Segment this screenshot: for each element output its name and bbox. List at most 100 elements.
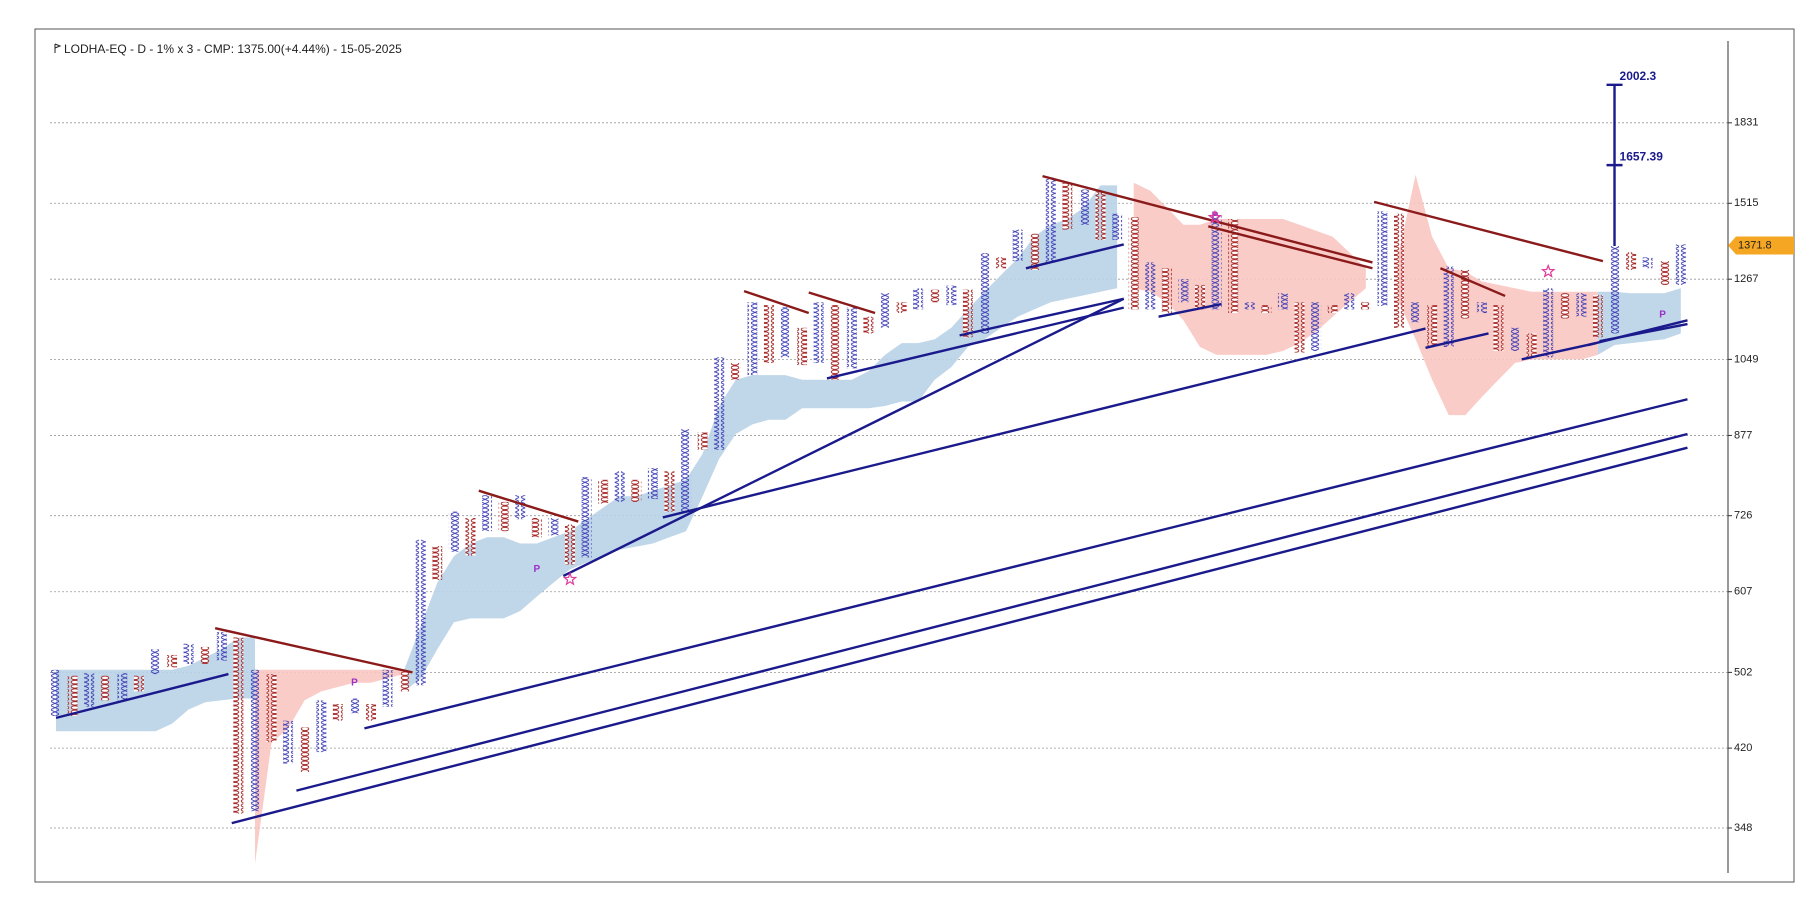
o-column — [730, 363, 741, 380]
x-column — [150, 649, 161, 675]
x-column — [1045, 177, 1056, 263]
x-column — [1012, 229, 1023, 262]
o-column — [498, 501, 509, 532]
o-column — [1228, 218, 1239, 314]
y-tick-label: 420 — [1734, 742, 1752, 754]
x-column — [548, 518, 559, 536]
title-icon — [54, 43, 62, 53]
y-tick-label: 877 — [1734, 429, 1752, 441]
y-tick-label: 726 — [1734, 510, 1752, 522]
o-column — [598, 479, 609, 504]
o-column — [67, 675, 78, 716]
trendline — [808, 291, 876, 315]
o-column — [1559, 293, 1570, 319]
x-column — [117, 673, 128, 701]
x-column — [183, 643, 194, 664]
x-column — [647, 468, 658, 500]
trendline — [1373, 200, 1604, 263]
x-column — [216, 632, 227, 661]
o-column — [1095, 191, 1106, 240]
o-column — [1360, 302, 1371, 310]
trendline — [55, 672, 229, 720]
o-column — [299, 727, 310, 773]
x-column — [1344, 293, 1355, 310]
o-column — [1261, 305, 1272, 314]
x-column — [979, 253, 990, 334]
trendline — [1425, 332, 1489, 349]
x-column — [1443, 266, 1454, 348]
frame — [34, 28, 1795, 883]
x-column — [1543, 288, 1554, 358]
y-tick-label: 1267 — [1734, 273, 1758, 285]
x-column — [780, 307, 791, 358]
o-column — [1294, 302, 1305, 353]
o-column — [697, 432, 708, 450]
x-column — [1078, 189, 1089, 225]
x-column — [1178, 279, 1189, 303]
trendline — [959, 297, 1125, 337]
x-column — [316, 700, 327, 753]
trendline — [1025, 243, 1125, 270]
o-column — [1526, 333, 1537, 358]
price-tag-label: 1371.8 — [1738, 239, 1772, 251]
o-column — [929, 289, 940, 303]
x-column — [813, 302, 824, 364]
x-column — [1211, 213, 1222, 310]
o-column — [830, 305, 841, 380]
o-column — [1626, 252, 1637, 270]
trendline — [296, 432, 1688, 792]
o-column — [763, 305, 774, 364]
o-column — [200, 646, 211, 664]
x-column — [415, 539, 426, 686]
x-column — [946, 285, 957, 306]
x-column — [249, 669, 260, 812]
trendline — [478, 489, 579, 523]
o-column — [863, 316, 874, 334]
o-column — [1393, 213, 1404, 328]
o-column — [1592, 295, 1603, 338]
o-column — [1659, 261, 1670, 285]
o-column — [1128, 217, 1139, 310]
o-column — [167, 654, 178, 668]
x-column — [382, 669, 393, 707]
y-tick-label: 348 — [1734, 822, 1752, 834]
trendline — [1208, 225, 1373, 270]
x-column — [283, 720, 294, 764]
cloud — [1133, 182, 1366, 355]
x-column — [1377, 211, 1388, 306]
o-column — [100, 675, 111, 701]
x-column — [448, 511, 459, 552]
o-column — [1195, 284, 1206, 310]
o-column — [1062, 182, 1073, 230]
o-column — [1460, 269, 1471, 319]
o-column — [399, 671, 410, 692]
y-tick-label: 1049 — [1734, 353, 1758, 365]
x-column — [1410, 302, 1421, 323]
trendline — [1042, 174, 1373, 264]
trendline — [662, 327, 1426, 519]
x-column — [1675, 244, 1686, 285]
p-marker: P — [1212, 211, 1219, 222]
trendline — [743, 289, 810, 315]
x-column — [913, 288, 924, 310]
trendline — [214, 627, 413, 674]
x-column — [1476, 302, 1487, 314]
x-column — [714, 357, 725, 450]
o-column — [1327, 305, 1338, 314]
o-column — [432, 545, 443, 580]
x-column — [51, 669, 61, 716]
o-column — [531, 518, 542, 538]
o-column — [465, 518, 476, 556]
x-column — [747, 302, 758, 376]
trendline — [826, 306, 1125, 380]
o-column — [797, 327, 808, 366]
o-column — [133, 675, 144, 692]
y-tick-label: 607 — [1734, 586, 1752, 598]
o-column — [896, 302, 907, 314]
x-column — [515, 495, 526, 520]
x-column — [581, 477, 592, 558]
x-column — [1112, 213, 1123, 240]
x-column — [1510, 327, 1521, 351]
x-column — [84, 673, 95, 707]
